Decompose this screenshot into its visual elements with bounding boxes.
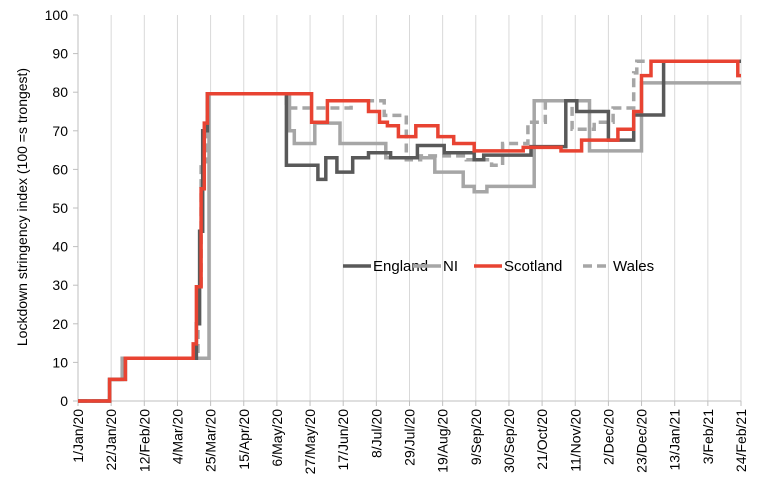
x-tick-label: 9/Sep/20 xyxy=(468,409,484,465)
y-axis: 0 10 20 30 40 50 60 70 80 90 100 xyxy=(45,7,79,409)
x-tick-label: 25/Mar/20 xyxy=(203,409,219,472)
x-tick-label: 23/Dec/20 xyxy=(634,409,650,473)
legend-label-wales: Wales xyxy=(613,258,654,275)
y-tick-label: 30 xyxy=(52,277,68,293)
x-gridlines xyxy=(77,15,742,401)
x-tick-label: 15/Apr/20 xyxy=(236,409,252,470)
x-tick-label: 2/Dec/20 xyxy=(600,409,616,465)
y-tick-label: 0 xyxy=(60,393,68,409)
series-line-scotland xyxy=(78,59,741,403)
y-tick-label: 50 xyxy=(52,200,68,216)
x-tick-label: 19/Aug/20 xyxy=(435,409,451,473)
x-tick-label: 22/Jan/20 xyxy=(103,409,119,471)
x-tick-label: 13/Jan/21 xyxy=(667,409,683,471)
legend-label-scotland: Scotland xyxy=(504,258,562,275)
x-tick-label: 4/Mar/20 xyxy=(169,409,185,464)
legend-label-england: England xyxy=(373,258,428,275)
x-tick-label: 11/Nov/20 xyxy=(567,409,583,472)
series-lines xyxy=(78,59,741,403)
x-tick-label: 8/Jul/20 xyxy=(368,409,384,458)
y-tick-label: 90 xyxy=(52,46,68,62)
y-axis-title: Lockdown stringency index (100 =s tronge… xyxy=(14,68,30,346)
y-tick-label: 60 xyxy=(52,161,68,177)
x-tick-label: 24/Feb/21 xyxy=(733,409,749,472)
series-line-ni xyxy=(78,81,741,403)
x-tick-label: 3/Feb/21 xyxy=(700,409,716,464)
y-tick-label: 40 xyxy=(52,239,68,255)
x-tick-label: 6/May/20 xyxy=(269,409,285,467)
legend: England NI Scotland Wales xyxy=(343,258,654,275)
x-axis: 1/Jan/20 22/Jan/20 12/Feb/20 4/Mar/20 25/Mar… xyxy=(70,400,749,475)
y-tick-label: 10 xyxy=(52,354,68,370)
y-tick-label: 80 xyxy=(52,84,68,100)
x-tick-label: 29/Jul/20 xyxy=(402,409,418,466)
y-tick-label: 20 xyxy=(52,316,68,332)
x-tick-label: 17/Jun/20 xyxy=(335,409,351,471)
legend-label-ni: NI xyxy=(443,258,458,275)
y-tick-label: 100 xyxy=(45,7,69,23)
x-tick-label: 30/Sep/20 xyxy=(501,409,517,473)
x-tick-label: 27/May/20 xyxy=(302,409,318,475)
y-tick-label: 70 xyxy=(52,123,68,139)
x-tick-label: 21/Oct/20 xyxy=(534,409,550,470)
x-tick-label: 12/Feb/20 xyxy=(136,409,152,472)
x-tick-label: 1/Jan/20 xyxy=(70,409,86,463)
